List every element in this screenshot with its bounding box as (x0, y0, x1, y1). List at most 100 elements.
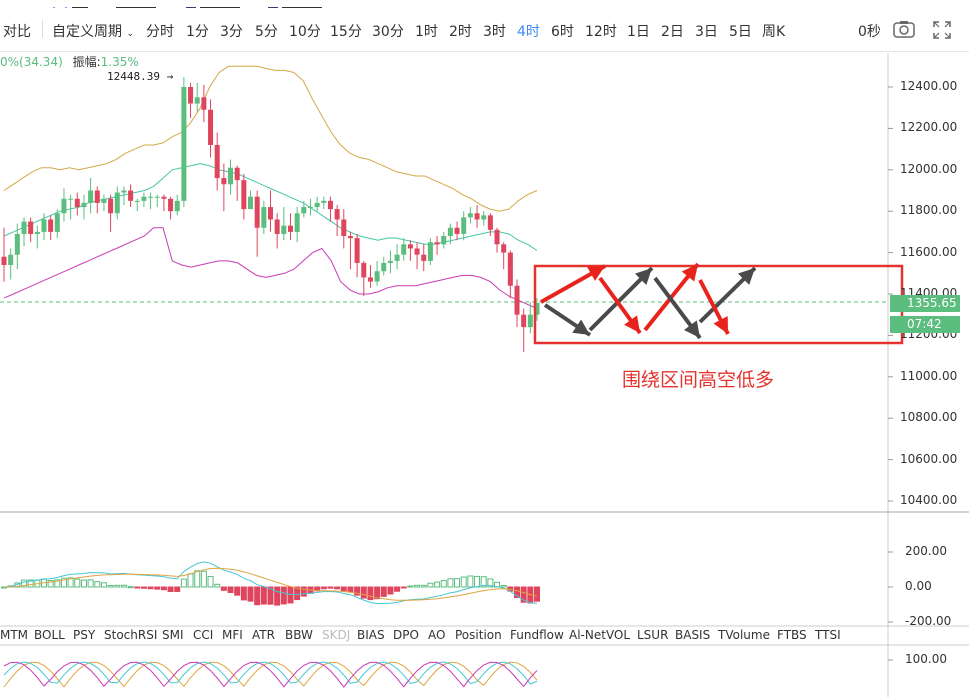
candle (501, 244, 507, 253)
period-tab-12[interactable]: 12时 (585, 24, 617, 40)
period-tab-16[interactable]: 5日 (729, 24, 752, 40)
candle (281, 225, 287, 234)
indicator-tab-ttsi[interactable]: TTSI (815, 628, 841, 642)
candle (321, 200, 327, 203)
macd-bar (214, 583, 221, 588)
period-tab-15[interactable]: 3日 (695, 24, 718, 40)
indicator-tab-skdj[interactable]: SKDJ (322, 628, 351, 642)
period-tab-9[interactable]: 3时 (483, 24, 506, 40)
top-strip (0, 0, 969, 8)
fullscreen-icon[interactable] (932, 20, 952, 44)
candle (134, 200, 140, 202)
candle (507, 252, 513, 286)
candle (68, 198, 74, 200)
boll-lower-line (3, 227, 538, 309)
candle (481, 215, 487, 220)
indicator-tab-bbw[interactable]: BBW (285, 628, 313, 642)
period-tab-1[interactable]: 1分 (186, 24, 209, 40)
annotation-text: 围绕区间高空低多 (622, 369, 775, 391)
camera-icon[interactable] (893, 20, 915, 42)
custom-period-dropdown[interactable]: 自定义周期 ⌄ (52, 21, 134, 41)
candle (367, 277, 373, 282)
macd-bar (360, 586, 367, 599)
red-arrow (698, 279, 730, 335)
indicator-tab-mfi[interactable]: MFI (222, 628, 243, 642)
indicator-tab-al-netvol[interactable]: Al-NetVOL (569, 628, 631, 642)
indicator-tab-atr[interactable]: ATR (252, 628, 275, 642)
macd-bar (1, 586, 7, 589)
macd-bar (240, 586, 247, 601)
indicator-tab-basis[interactable]: BASIS (675, 628, 711, 642)
candle (414, 248, 420, 255)
period-tab-13[interactable]: 1日 (627, 24, 650, 40)
period-tab-7[interactable]: 1时 (415, 24, 438, 40)
candle (474, 213, 480, 220)
macd-bar (447, 578, 454, 588)
candle (487, 215, 493, 230)
amplitude-label: 振幅: (72, 55, 101, 69)
candle (381, 262, 387, 272)
indicator-tab-boll[interactable]: BOLL (34, 628, 65, 642)
candle (361, 262, 367, 278)
indicator-tab-dpo[interactable]: DPO (393, 628, 419, 642)
period-tab-10[interactable]: 4时 (517, 24, 540, 40)
indicator-tab-stochrsi[interactable]: StochRSI (104, 628, 158, 642)
indicator-tab-tvolume[interactable]: TVolume (718, 628, 770, 642)
red-arrow (643, 262, 700, 332)
indicator-tab-mtm[interactable]: MTM (0, 628, 29, 642)
candle (347, 236, 353, 239)
period-tab-17[interactable]: 周K (762, 24, 786, 40)
indicator-tab-bias[interactable]: BIAS (357, 628, 385, 642)
period-tab-5[interactable]: 15分 (330, 24, 362, 40)
candle (161, 196, 167, 199)
candle (108, 198, 114, 214)
macd-bar (67, 577, 74, 588)
gray-arrow-head (572, 319, 590, 335)
candle (34, 231, 40, 234)
macd-bar (454, 578, 461, 588)
indicator-tab-lsur[interactable]: LSUR (637, 628, 669, 642)
indicator-tab-fundflow[interactable]: Fundflow (510, 628, 564, 642)
period-tab-4[interactable]: 10分 (289, 24, 321, 40)
chart-grid (0, 53, 969, 697)
macd-bar (260, 586, 267, 605)
indicator-tab-smi[interactable]: SMI (162, 628, 184, 642)
macd-bar (134, 586, 141, 589)
change-value: 0%(34.34) (0, 55, 63, 69)
candle (228, 167, 234, 185)
macd-bar (314, 586, 321, 592)
candle (387, 260, 393, 263)
candle (447, 227, 453, 237)
macd-bar (434, 581, 441, 588)
period-tab-8[interactable]: 2时 (449, 24, 472, 40)
candle (294, 213, 300, 232)
period-tab-14[interactable]: 2日 (661, 24, 684, 40)
indicator-tab-psy[interactable]: PSY (73, 628, 96, 642)
candle (494, 229, 500, 245)
indicator-tab-ftbs[interactable]: FTBS (777, 628, 807, 642)
macd-bar (494, 581, 501, 588)
annotation-overlay (533, 262, 904, 345)
indicator-tab-cci[interactable]: CCI (193, 628, 214, 642)
macd-bar (307, 586, 314, 594)
macd-tick-label: -200.00 (905, 614, 952, 628)
period-tab-2[interactable]: 3分 (220, 24, 243, 40)
period-tab-3[interactable]: 5分 (255, 24, 278, 40)
period-tab-0[interactable]: 分时 (146, 24, 174, 40)
period-tab-11[interactable]: 6时 (551, 24, 574, 40)
candle (88, 190, 94, 203)
indicator-tab-ao[interactable]: AO (428, 628, 446, 642)
period-tab-6[interactable]: 30分 (372, 24, 404, 40)
period-toolbar: 对比 自定义周期 ⌄ 分时 1分 3分 5分 10分 15分 30分 1时 2时 3时 4时 6时 12… (0, 8, 969, 52)
y-tick-label: 12200.00 (900, 120, 958, 135)
oscillator-line (3, 661, 538, 688)
indicator-tab-position[interactable]: Position (455, 628, 502, 642)
gray-arrow-head (635, 268, 652, 285)
candle (314, 202, 320, 208)
candle (181, 87, 187, 201)
compare-button[interactable]: 对比 (3, 24, 31, 40)
macd-bar (34, 579, 41, 588)
oscillator-line (3, 661, 538, 685)
indicator-tabs: MTM BOLL PSY StochRSI SMI CCI MFI ATR BBW SKDJ BIA… (0, 626, 888, 646)
